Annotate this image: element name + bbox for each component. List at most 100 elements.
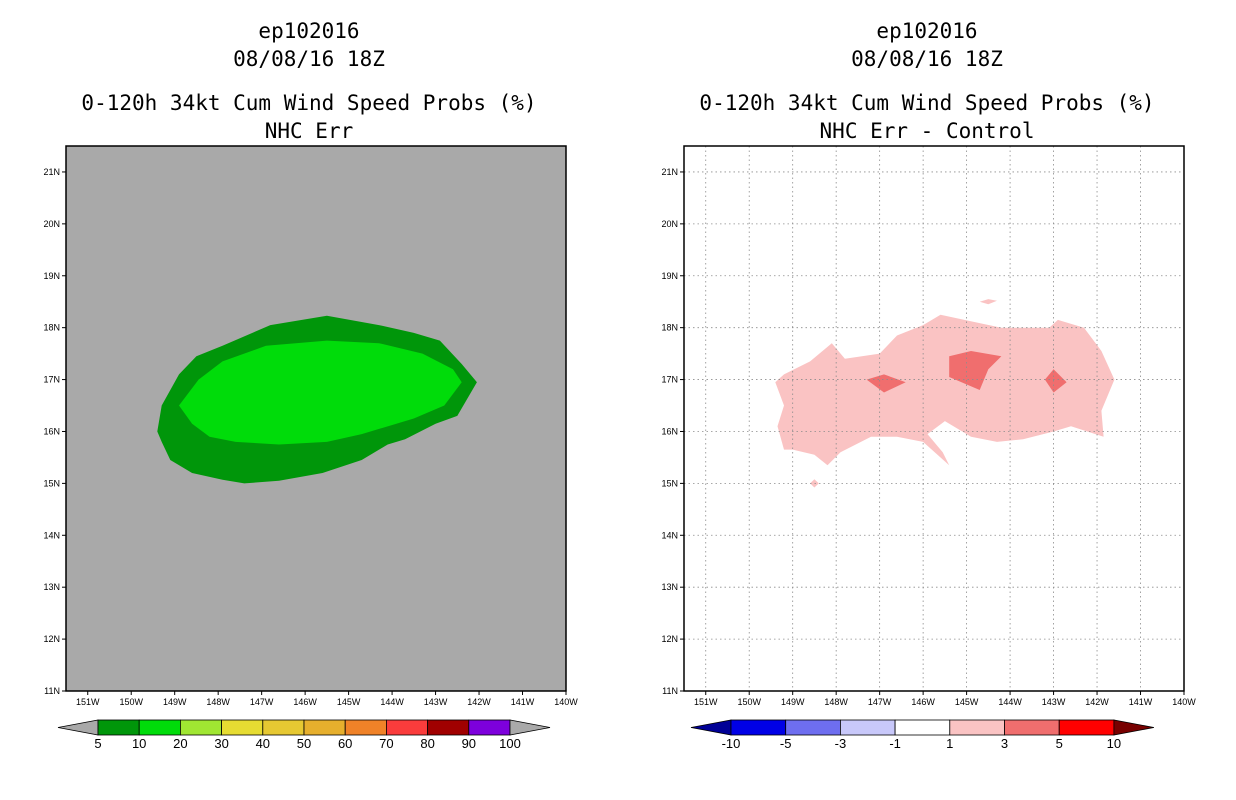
left-colorbar-segment-3 <box>221 719 264 736</box>
right-contour-1-3-2 <box>810 479 819 488</box>
left-y-tick-label-9: 20N <box>43 219 60 229</box>
right-y-tick-label-7: 18N <box>661 323 678 333</box>
right-x-tick-label-6: 145W <box>955 697 979 707</box>
right-x-tick-label-2: 149W <box>781 697 805 707</box>
left-x-tick-label-7: 144W <box>380 697 404 707</box>
left-colorbar-label-2: 20 <box>173 736 187 751</box>
left-colorbar-label-1: 10 <box>132 736 146 751</box>
left-y-tick-label-8: 19N <box>43 271 60 281</box>
right-colorbar-segment-6 <box>1058 719 1115 736</box>
right-colorbar-label-6: 5 <box>1056 736 1063 751</box>
right-colorbar-label-2: -3 <box>835 736 847 751</box>
right-x-axis: 151W 150W 149W 148W 147W 146W 145W 144W 143W 142W… <box>694 691 1196 707</box>
right-colorbar-segment-1 <box>785 719 841 736</box>
left-panel: ep102016 08/08/16 18Z 0-120h 34kt Cum Wi… <box>43 19 578 751</box>
left-x-tick-label-1: 150W <box>119 697 143 707</box>
right-y-tick-label-2: 13N <box>661 582 678 592</box>
left-y-axis: 11N 12N 13N 14N 15N 16N 17N 18N 19N 20N 21N <box>43 167 66 696</box>
left-x-tick-label-2: 149W <box>163 697 187 707</box>
left-map-frame <box>65 145 567 692</box>
right-x-tick-label-8: 143W <box>1042 697 1066 707</box>
left-y-tick-label-2: 13N <box>43 582 60 592</box>
right-colorbar-label-1: -5 <box>780 736 792 751</box>
right-x-tick-label-10: 141W <box>1129 697 1153 707</box>
left-x-tick-label-10: 141W <box>511 697 535 707</box>
left-colorbar-segment-4 <box>262 719 305 736</box>
left-title-line-3: 0-120h 34kt Cum Wind Speed Probs (%) <box>81 91 536 115</box>
right-colorbar: -10 -5 -3 -1 1 3 5 10 <box>690 719 1154 751</box>
left-colorbar-label-9: 90 <box>462 736 476 751</box>
right-y-tick-label-6: 17N <box>661 375 678 385</box>
right-x-tick-label-7: 144W <box>998 697 1022 707</box>
left-colorbar-label-3: 30 <box>214 736 228 751</box>
left-title-line-2: 08/08/16 18Z <box>233 47 385 71</box>
left-colorbar-segment-6 <box>344 719 387 736</box>
right-colorbar-label-0: -10 <box>722 736 741 751</box>
left-colorbar-segment-8 <box>427 719 470 736</box>
left-x-tick-label-0: 151W <box>76 697 100 707</box>
left-colorbar-label-5: 50 <box>297 736 311 751</box>
right-colorbar-segment-5 <box>1004 719 1060 736</box>
right-contour-3-5-3 <box>866 374 906 393</box>
right-colorbar-high-arrow <box>1113 719 1154 736</box>
left-colorbar-label-0: 5 <box>94 736 101 751</box>
right-title-line-2: 08/08/16 18Z <box>851 47 1003 71</box>
left-y-tick-label-7: 18N <box>43 323 60 333</box>
left-colorbar-segment-9 <box>468 719 511 736</box>
right-y-tick-label-0: 11N <box>662 686 678 696</box>
left-colorbar-segment-7 <box>385 719 428 736</box>
right-contours <box>775 299 1115 488</box>
left-y-tick-label-10: 21N <box>43 167 60 177</box>
right-y-tick-label-1: 12N <box>661 634 678 644</box>
left-title-line-4: NHC Err <box>265 119 354 143</box>
left-colorbar-high-arrow <box>509 719 551 736</box>
right-title-line-3: 0-120h 34kt Cum Wind Speed Probs (%) <box>699 91 1154 115</box>
right-colorbar-segment-4 <box>949 719 1005 736</box>
left-y-tick-label-5: 16N <box>43 426 60 436</box>
right-colorbar-segment-3 <box>894 719 951 736</box>
left-colorbar-segment-5 <box>303 719 346 736</box>
right-gridlines <box>684 146 1184 691</box>
right-title-line-1: ep102016 <box>876 19 977 43</box>
right-title-line-4: NHC Err - Control <box>820 119 1035 143</box>
left-colorbar-label-6: 60 <box>338 736 352 751</box>
right-x-tick-label-1: 150W <box>737 697 761 707</box>
right-x-tick-label-0: 151W <box>694 697 718 707</box>
left-x-tick-label-4: 147W <box>250 697 274 707</box>
left-colorbar: 5 10 20 30 40 50 60 70 80 90 100 <box>57 719 551 751</box>
right-colorbar-label-3: -1 <box>889 736 901 751</box>
left-y-tick-label-1: 12N <box>43 634 60 644</box>
left-title-line-1: ep102016 <box>258 19 359 43</box>
right-contour-3-5-4 <box>949 351 1002 390</box>
right-y-axis: 11N 12N 13N 14N 15N 16N 17N 18N 19N 20N 21N <box>661 167 684 696</box>
right-colorbar-label-7: 10 <box>1107 736 1121 751</box>
right-map-frame <box>683 145 1185 692</box>
right-colorbar-segment-2 <box>840 719 896 736</box>
left-contours <box>157 315 477 484</box>
right-colorbar-label-4: 1 <box>946 736 953 751</box>
left-x-axis: 151W 150W 149W 148W 147W 146W 145W 144W 143W 142W… <box>76 691 578 707</box>
left-colorbar-segment-0 <box>97 719 140 736</box>
left-x-tick-label-5: 146W <box>293 697 317 707</box>
right-colorbar-label-5: 3 <box>1001 736 1008 751</box>
right-contour-1-3-1 <box>979 299 997 305</box>
left-x-tick-label-11: 140W <box>554 697 578 707</box>
left-y-tick-label-3: 14N <box>43 530 60 540</box>
right-x-tick-label-11: 140W <box>1172 697 1196 707</box>
left-x-tick-label-3: 148W <box>206 697 230 707</box>
left-colorbar-label-4: 40 <box>256 736 270 751</box>
left-colorbar-segment-2 <box>179 719 222 736</box>
right-colorbar-segment-0 <box>730 719 787 736</box>
left-colorbar-label-7: 70 <box>379 736 393 751</box>
right-y-tick-label-3: 14N <box>661 530 678 540</box>
right-contour-3-5-5 <box>1044 369 1067 393</box>
left-colorbar-segment-1 <box>138 719 181 736</box>
right-x-tick-label-9: 142W <box>1085 697 1109 707</box>
right-x-tick-label-4: 147W <box>868 697 892 707</box>
left-colorbar-label-8: 80 <box>420 736 434 751</box>
right-y-tick-label-9: 20N <box>661 219 678 229</box>
right-x-tick-label-5: 146W <box>911 697 935 707</box>
right-y-tick-label-5: 16N <box>661 426 678 436</box>
left-x-tick-label-6: 145W <box>337 697 361 707</box>
